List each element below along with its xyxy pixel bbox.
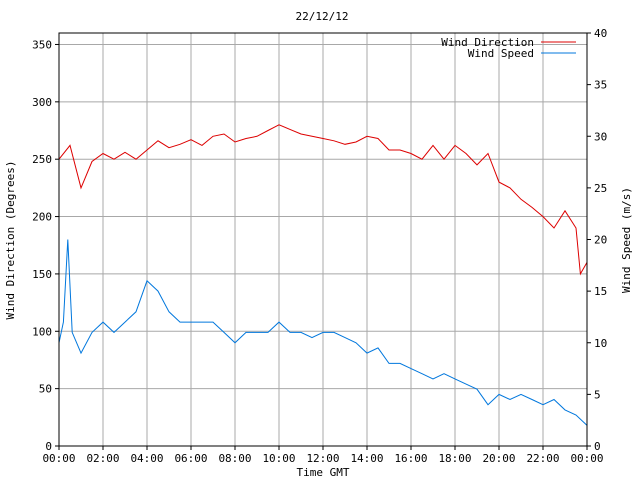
y-left-tick-label: 350 — [32, 38, 52, 51]
y-right-tick-label: 10 — [594, 337, 607, 350]
x-tick-label: 14:00 — [350, 452, 383, 465]
y-right-tick-label: 25 — [594, 182, 607, 195]
y-left-tick-label: 300 — [32, 96, 52, 109]
series-line-wind-speed — [58, 239, 588, 426]
y-right-tick-label: 20 — [594, 234, 607, 247]
tick-labels: 00:00 02:00 04:00 06:00 08:00 10:00 12:00 14:00… — [32, 27, 607, 465]
x-tick-label: 02:00 — [86, 452, 119, 465]
series-layer — [58, 124, 588, 426]
x-tick-label: 06:00 — [174, 452, 207, 465]
y-left-tick-label: 250 — [32, 153, 52, 166]
y-left-tick-label: 50 — [39, 383, 52, 396]
y-right-tick-label: 15 — [594, 285, 607, 298]
axis-ticks — [55, 32, 591, 450]
y-right-tick-label: 35 — [594, 79, 607, 92]
y-axis-left-label: Wind Direction (Degrees) — [4, 161, 17, 320]
chart-title: 22/12/12 — [296, 10, 349, 23]
x-tick-label: 20:00 — [482, 452, 515, 465]
x-tick-label: 16:00 — [394, 452, 427, 465]
y-left-tick-label: 200 — [32, 211, 52, 224]
x-tick-label: 22:00 — [526, 452, 559, 465]
legend-label-wind-speed: Wind Speed — [468, 47, 534, 60]
legend-label-wind-direction: Wind Direction — [441, 36, 534, 49]
y-left-tick-label: 0 — [45, 440, 52, 453]
x-tick-label: 00:00 — [42, 452, 75, 465]
y-right-tick-label: 30 — [594, 130, 607, 143]
x-tick-label: 12:00 — [306, 452, 339, 465]
x-axis-label: Time GMT — [297, 466, 350, 479]
x-tick-label: 10:00 — [262, 452, 295, 465]
y-right-tick-label: 40 — [594, 27, 607, 40]
legend: Wind Direction Wind Speed — [441, 36, 576, 60]
y-right-tick-label: 5 — [594, 388, 601, 401]
x-tick-label: 18:00 — [438, 452, 471, 465]
x-tick-label: 00:00 — [570, 452, 603, 465]
x-tick-label: 04:00 — [130, 452, 163, 465]
y-left-tick-label: 150 — [32, 268, 52, 281]
y-left-tick-label: 100 — [32, 325, 52, 338]
y-right-tick-label: 0 — [594, 440, 601, 453]
y-axis-right-label: Wind Speed (m/s) — [620, 187, 633, 293]
grid-lines — [59, 33, 587, 446]
x-tick-label: 08:00 — [218, 452, 251, 465]
series-line-wind-direction — [58, 124, 588, 276]
